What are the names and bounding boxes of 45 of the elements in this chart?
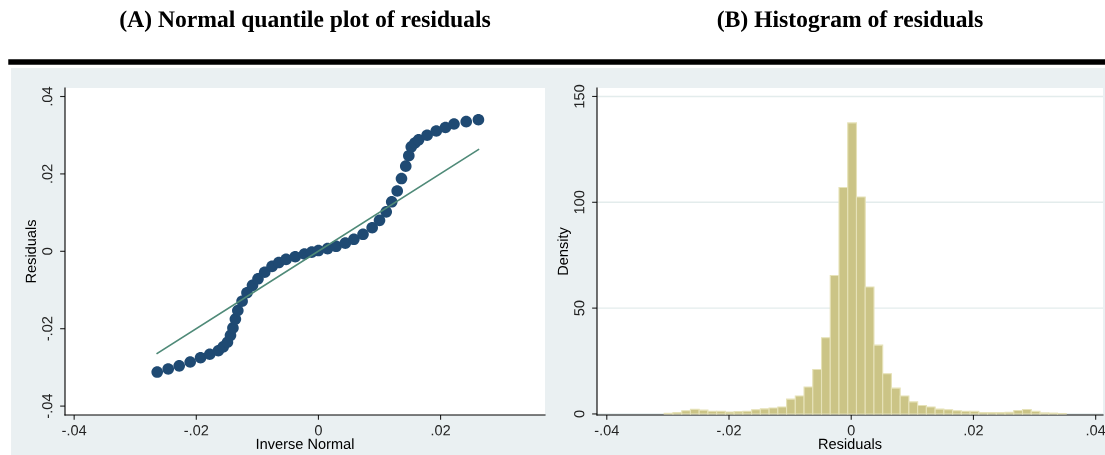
point [460, 115, 473, 128]
point [232, 304, 244, 317]
point [162, 363, 175, 375]
point [472, 113, 485, 126]
point [373, 214, 386, 227]
point [366, 221, 378, 234]
x-tick-label: .02 [431, 425, 450, 436]
y-tick-label: .04 [42, 86, 53, 106]
point [173, 360, 186, 372]
y-tick-label: 150 [574, 84, 585, 108]
x-tick-label: -.04 [594, 425, 619, 436]
x-tick-label: 0 [314, 425, 322, 436]
chart-title: (B) Histogram of residuals [717, 10, 983, 33]
point [289, 250, 302, 263]
y-tick-label: -.04 [42, 393, 53, 419]
y-tick-label: 0 [42, 247, 53, 255]
x-axis-title: Residuals [819, 438, 882, 450]
point [280, 253, 292, 266]
y-axis-title: Density [557, 227, 571, 275]
y-tick-label: .02 [42, 164, 53, 183]
y-tick-label: -.02 [42, 316, 53, 341]
x-tick-label: -.02 [717, 425, 741, 436]
point [348, 233, 360, 246]
point [357, 228, 369, 241]
x-tick-label: 0 [847, 425, 855, 436]
x-tick-label: .04 [1086, 425, 1105, 436]
point [151, 366, 164, 378]
point [399, 160, 412, 172]
point [194, 351, 207, 364]
x-tick-label: .02 [964, 425, 983, 436]
x-tick-label: -.04 [62, 425, 87, 436]
y-axis-title: Residuals [25, 220, 37, 283]
point [412, 134, 425, 146]
point [421, 129, 433, 142]
point [391, 185, 404, 197]
y-tick-label: 100 [574, 190, 585, 214]
point [184, 356, 196, 368]
x-tick-label: -.02 [184, 425, 209, 436]
chart-title: (A) Normal quantile plot of residuals [120, 10, 491, 32]
point [395, 172, 408, 185]
x-axis-title: Inverse Normal [256, 438, 354, 450]
point [448, 118, 460, 130]
y-tick-label: 0 [574, 410, 585, 418]
y-tick-label: 50 [574, 300, 585, 316]
point [430, 125, 443, 137]
